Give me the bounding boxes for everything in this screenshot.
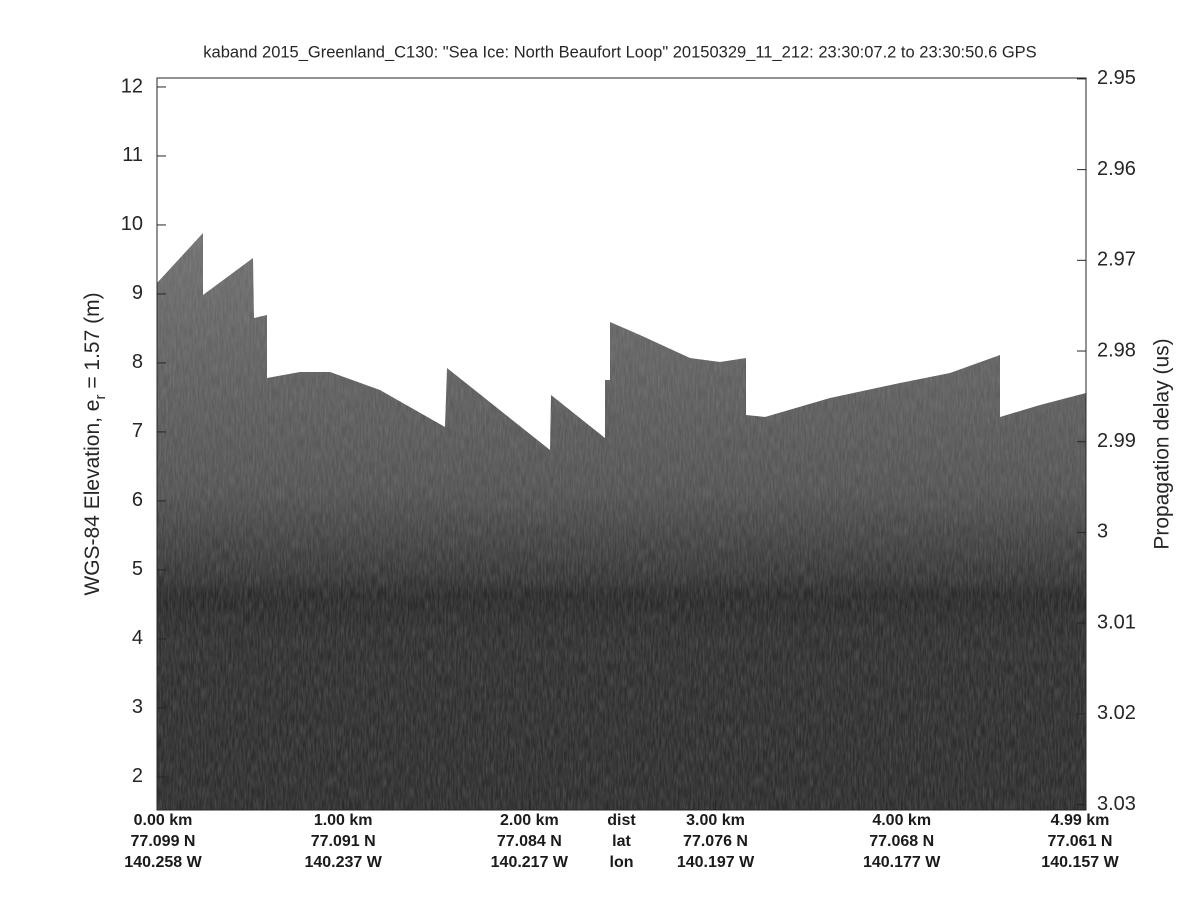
y2-tick-label: 2.99 (1097, 430, 1136, 452)
y2-tick-label: 2.97 (1097, 249, 1136, 271)
x-tick-label: 77.061 N (1048, 833, 1113, 850)
echogram-image (157, 233, 1086, 810)
x-tick-label: 77.091 N (311, 833, 376, 850)
x-tick-label: 77.076 N (683, 833, 748, 850)
x-tick-label: 3.00 km (686, 812, 745, 829)
x-tick-label: 140.157 W (1041, 854, 1119, 871)
y-axis-label: WGS-84 Elevation, er = 1.57 (m) (81, 292, 109, 595)
x-tick-label: 2.00 km (500, 812, 559, 829)
x-tick-label: 77.084 N (497, 833, 562, 850)
y-tick-label: 12 (121, 75, 143, 97)
y-tick-label: 6 (132, 489, 143, 511)
y2-tick-label: 2.95 (1097, 67, 1136, 89)
x-tick-label: 140.197 W (677, 854, 755, 871)
y2-tick-label: 2.98 (1097, 339, 1136, 361)
x-row-name: dist (607, 812, 636, 829)
y2-tick-label: 3.02 (1097, 702, 1136, 724)
y-label-sub: r (92, 395, 109, 400)
x-tick-label: 77.068 N (869, 833, 934, 850)
y-tick-label: 5 (132, 558, 143, 580)
y2-tick-label: 3 (1097, 521, 1108, 543)
y2-tick-label: 3.01 (1097, 611, 1136, 633)
y2-tick-label: 3.03 (1097, 793, 1136, 815)
x-tick-label: 1.00 km (314, 812, 373, 829)
x-row-name: lon (610, 854, 634, 871)
y-tick-label: 4 (132, 627, 143, 649)
x-tick-label: 4.00 km (872, 812, 931, 829)
y-label-part: = 1.57 (m) (81, 292, 104, 394)
x-row-name: lat (612, 833, 631, 850)
x-tick-label: 0.00 km (134, 812, 193, 829)
y-tick-label: 2 (132, 765, 143, 787)
x-tick-label: 77.099 N (131, 833, 196, 850)
y-tick-label: 10 (121, 213, 143, 235)
chart-title: kaband 2015_Greenland_C130: "Sea Ice: No… (203, 43, 1036, 61)
y-tick-label: 7 (132, 420, 143, 442)
axes-box (156, 77, 1087, 811)
y2-axis-label: Propagation delay (us) (1151, 338, 1174, 549)
x-tick-label: 4.99 km (1051, 812, 1110, 829)
x-tick-label: 140.237 W (304, 854, 382, 871)
y-tick-label: 11 (122, 144, 143, 166)
x-tick-label: 140.258 W (124, 854, 202, 871)
x-tick-label: 140.217 W (491, 854, 569, 871)
y-tick-label: 3 (132, 696, 143, 718)
y-tick-label: 8 (132, 351, 143, 373)
y-label-part: WGS-84 Elevation, e (81, 400, 104, 596)
x-tick-label: 140.177 W (863, 854, 941, 871)
y2-tick-label: 2.96 (1097, 158, 1136, 180)
y-tick-label: 9 (132, 282, 143, 304)
